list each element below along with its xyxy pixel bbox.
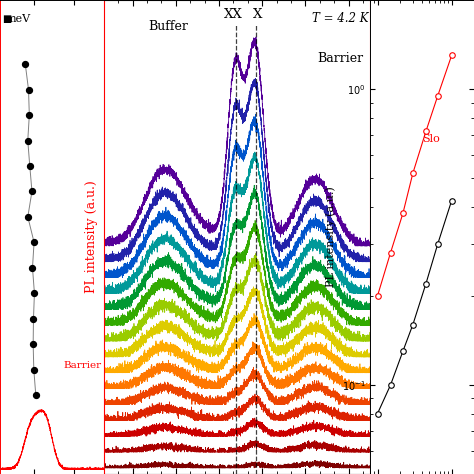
- Text: meV: meV: [5, 14, 30, 24]
- Point: [32, 391, 39, 399]
- Text: Barrier: Barrier: [64, 361, 101, 370]
- Y-axis label: PL intensity (a.u.): PL intensity (a.u.): [326, 187, 336, 287]
- Point: [28, 188, 36, 195]
- Text: X: X: [253, 8, 263, 21]
- Point: [26, 162, 34, 170]
- Point: [30, 315, 37, 322]
- Text: Barrier: Barrier: [317, 53, 363, 65]
- Point: [21, 60, 29, 68]
- Point: [30, 238, 38, 246]
- Point: [24, 213, 32, 221]
- Point: [25, 86, 32, 93]
- Text: T = 4.2 K: T = 4.2 K: [312, 12, 369, 25]
- Point: [30, 366, 37, 374]
- Point: [26, 111, 33, 119]
- Text: ■: ■: [2, 14, 11, 24]
- Y-axis label: PL intensity (a.u.): PL intensity (a.u.): [85, 181, 98, 293]
- Point: [31, 290, 38, 297]
- Text: Slo: Slo: [422, 134, 440, 144]
- Point: [24, 137, 32, 144]
- Point: [29, 264, 36, 272]
- Text: XX: XX: [224, 8, 243, 21]
- Text: Buffer: Buffer: [149, 20, 189, 33]
- Point: [29, 340, 37, 348]
